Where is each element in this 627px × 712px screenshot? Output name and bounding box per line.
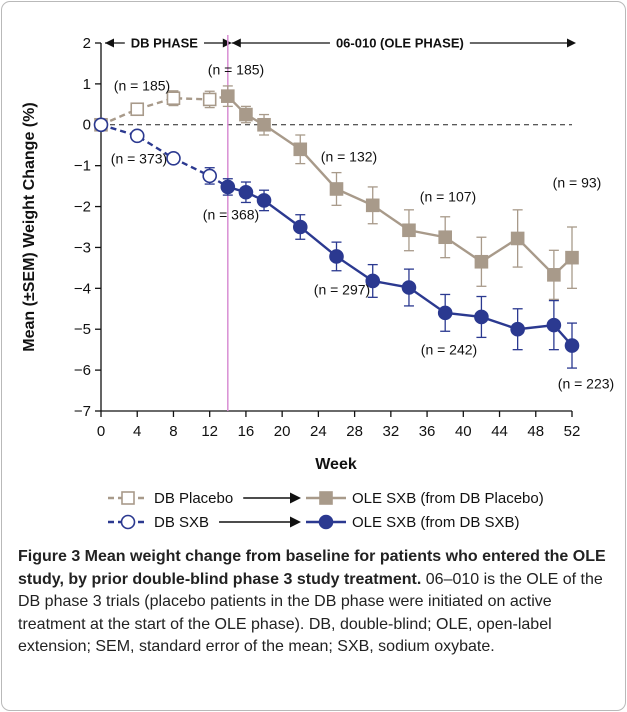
legend-label: DB Placebo — [154, 490, 233, 507]
point — [438, 230, 452, 245]
point — [510, 231, 525, 246]
x-tick-label: 12 — [201, 423, 218, 440]
caption: Figure 3 Mean weight change from baselin… — [18, 546, 614, 659]
caption-title: Figure 3 Mean weight change from baselin… — [18, 548, 606, 588]
y-tick-label: −1 — [74, 158, 91, 175]
sample-size-label: (n = 242) — [421, 342, 477, 358]
chart: Mean (±SEM) Weight Change (%) Week −7 −6 −… — [21, 34, 614, 531]
y-tick-label: −5 — [74, 321, 91, 338]
y-tick-label: −2 — [74, 199, 91, 216]
x-tick-label: 0 — [97, 423, 105, 440]
series-line — [226, 95, 573, 277]
point — [130, 102, 145, 117]
point — [202, 168, 217, 184]
legend-entry: DB Placebo — [108, 490, 233, 507]
x-tick-label: 16 — [238, 423, 255, 440]
point — [93, 117, 109, 133]
series-line — [100, 123, 211, 177]
x-tick-label: 28 — [346, 423, 363, 440]
legend-arrowhead — [290, 492, 301, 504]
point — [547, 268, 561, 282]
legend-entry: OLE SXB (from DB SXB) — [306, 514, 520, 531]
point — [129, 128, 145, 144]
series-line — [100, 96, 210, 126]
legend-marker — [318, 514, 334, 530]
x-tick-label: 48 — [527, 423, 544, 440]
point — [564, 338, 580, 353]
point — [257, 117, 271, 132]
point — [365, 198, 380, 213]
point — [239, 107, 253, 122]
sample-size-label: (n = 223) — [558, 376, 614, 392]
point — [474, 254, 489, 269]
point — [292, 219, 308, 235]
x-tick-label: 40 — [455, 423, 472, 440]
x-tick-label: 32 — [383, 423, 400, 440]
sample-size-label: (n = 107) — [420, 189, 476, 205]
phase-label: 06-010 (OLE PHASE) — [336, 35, 464, 50]
x-tick-label: 24 — [310, 423, 327, 440]
sample-size-label: (n = 185) — [114, 78, 170, 94]
legend-marker — [319, 491, 333, 505]
sample-size-label: (n = 368) — [203, 207, 259, 223]
legend-marker — [120, 514, 136, 530]
x-tick-label: 4 — [133, 423, 141, 440]
x-tick-label: 52 — [564, 423, 581, 440]
point — [202, 92, 217, 107]
point — [166, 151, 181, 166]
sample-size-label: (n = 93) — [553, 175, 602, 191]
y-tick-label: 1 — [83, 76, 91, 93]
series-line — [227, 185, 573, 347]
point — [256, 193, 272, 208]
point — [329, 249, 344, 264]
point — [565, 250, 579, 265]
legend-label: DB SXB — [154, 514, 209, 531]
y-tick-label: −7 — [74, 403, 91, 420]
phase-arrowhead — [567, 38, 576, 48]
point — [293, 142, 308, 157]
y-tick-label: −6 — [74, 362, 91, 379]
point — [401, 280, 417, 295]
y-tick-label: −3 — [74, 239, 91, 256]
legend-entry: DB SXB — [108, 514, 209, 531]
y-axis-title: Mean (±SEM) Weight Change (%) — [21, 102, 38, 351]
point — [365, 273, 381, 289]
sample-size-label: (n = 132) — [321, 149, 377, 165]
legend-label: OLE SXB (from DB Placebo) — [352, 490, 544, 507]
x-tick-label: 20 — [274, 423, 291, 440]
x-axis-title: Week — [315, 456, 357, 473]
sample-size-label: (n = 297) — [314, 282, 370, 298]
x-tick-label: 36 — [419, 423, 436, 440]
sample-size-label: (n = 185) — [208, 62, 264, 78]
phase-arrowhead — [231, 38, 241, 48]
y-tick-label: 2 — [83, 35, 91, 52]
point — [238, 184, 254, 200]
phase-label-bg — [124, 34, 204, 52]
sample-size-label: (n = 373) — [111, 151, 167, 167]
point — [329, 182, 344, 196]
x-tick-label: 44 — [491, 423, 508, 440]
legend-marker — [121, 491, 135, 505]
x-tick-label: 8 — [169, 423, 177, 440]
phase-label-bg — [329, 34, 470, 52]
phase-arrowhead — [105, 38, 114, 48]
point — [474, 309, 489, 325]
point — [402, 223, 416, 238]
y-tick-label: 0 — [83, 117, 91, 134]
y-tick-label: −4 — [74, 280, 91, 297]
point — [221, 89, 235, 103]
point — [166, 91, 181, 105]
point — [220, 179, 236, 195]
legend-entry: OLE SXB (from DB Placebo) — [306, 490, 544, 507]
phase-label: DB PHASE — [131, 35, 199, 50]
caption-text: 06–010 is the OLE of the DB phase 3 tria… — [18, 570, 603, 656]
point — [546, 317, 562, 333]
point — [510, 321, 525, 337]
legend-label: OLE SXB (from DB SXB) — [352, 514, 520, 531]
legend-arrowhead — [290, 516, 301, 528]
point — [437, 305, 453, 321]
